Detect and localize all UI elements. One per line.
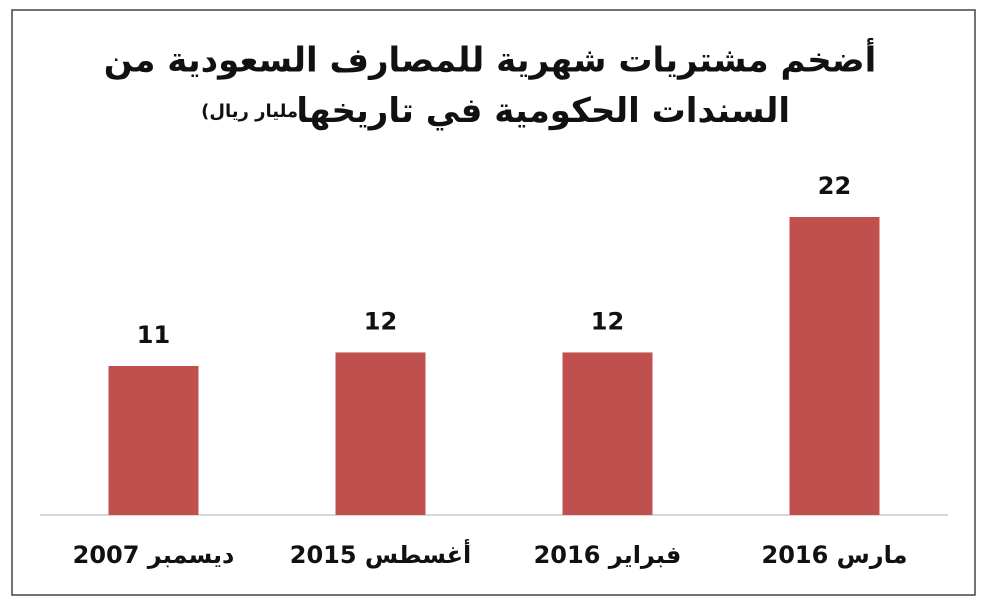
bar bbox=[789, 217, 880, 515]
value-label: 12 bbox=[364, 307, 397, 335]
chart-title: السندات الحكومية في تاريخها bbox=[296, 91, 790, 131]
value-label: 12 bbox=[591, 307, 624, 335]
chart-title-line: السندات الحكومية في تاريخها(مليار ريال) bbox=[201, 91, 790, 131]
value-label: 11 bbox=[137, 321, 170, 349]
x-tick-label: فبراير 2016 bbox=[534, 541, 682, 569]
x-tick-label: ديسمبر 2007 bbox=[73, 541, 235, 569]
bar bbox=[562, 352, 653, 515]
chart-title: أضخم مشتريات شهرية للمصارف السعودية من bbox=[104, 38, 876, 81]
x-tick-label: أغسطس 2015 bbox=[290, 539, 472, 569]
chart-subtitle: (مليار ريال) bbox=[201, 101, 306, 122]
bar bbox=[335, 352, 426, 515]
x-tick-label: مارس 2016 bbox=[762, 541, 908, 569]
bar bbox=[108, 366, 199, 515]
value-label: 22 bbox=[818, 172, 851, 200]
